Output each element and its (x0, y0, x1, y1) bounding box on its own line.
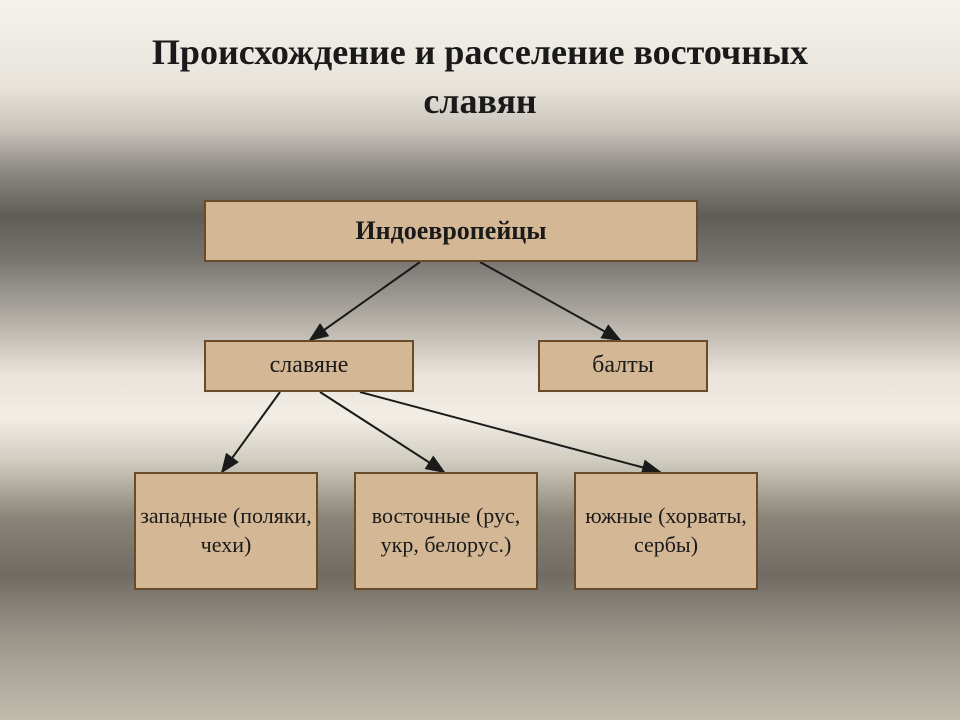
node-west: западные (поляки, чехи) (134, 472, 318, 590)
slide-title: Происхождение и расселение восточных сла… (0, 28, 960, 125)
node-east: восточные (рус, укр, белорус.) (354, 472, 538, 590)
node-balts-label: балты (592, 350, 654, 381)
node-root: Индоевропейцы (204, 200, 698, 262)
title-line2: славян (423, 81, 536, 121)
node-south-label: южные (хорваты, сербы) (576, 502, 756, 559)
node-slavs: славяне (204, 340, 414, 392)
node-south: южные (хорваты, сербы) (574, 472, 758, 590)
node-slavs-label: славяне (270, 350, 349, 381)
node-root-label: Индоевропейцы (355, 214, 546, 248)
node-west-label: западные (поляки, чехи) (136, 502, 316, 559)
node-east-label: восточные (рус, укр, белорус.) (356, 502, 536, 559)
title-line1: Происхождение и расселение восточных (152, 32, 808, 72)
node-balts: балты (538, 340, 708, 392)
